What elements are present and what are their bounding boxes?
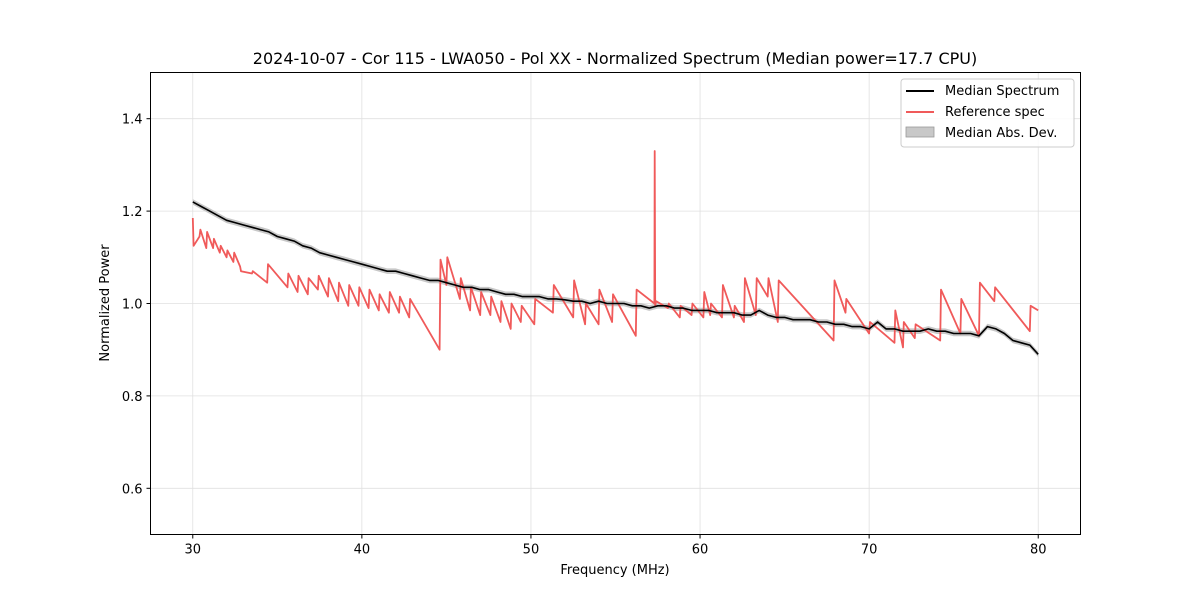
x-tick-label: 50 bbox=[523, 543, 540, 558]
x-tick-label: 70 bbox=[861, 543, 878, 558]
x-axis-label: Frequency (MHz) bbox=[560, 563, 669, 578]
x-tick-label: 40 bbox=[354, 543, 371, 558]
y-tick-label: 1.0 bbox=[122, 298, 143, 313]
median-spectrum-line bbox=[192, 201, 1039, 355]
legend-mad-label: Median Abs. Dev. bbox=[945, 126, 1057, 141]
x-tick-label: 30 bbox=[184, 543, 201, 558]
y-tick-label: 1.4 bbox=[122, 113, 143, 128]
x-tick-label: 80 bbox=[1030, 543, 1047, 558]
chart-title: 2024-10-07 - Cor 115 - LWA050 - Pol XX -… bbox=[253, 49, 977, 68]
y-tick-label: 0.6 bbox=[122, 482, 143, 497]
y-tick-label: 1.2 bbox=[122, 205, 143, 220]
legend-box bbox=[900, 78, 1075, 148]
reference-spec-line bbox=[191, 150, 1039, 351]
y-axis-label: Normalized Power bbox=[98, 244, 113, 362]
legend-reference-label: Reference spec bbox=[945, 105, 1045, 120]
legend: Median Spectrum Reference spec Median Ab… bbox=[900, 78, 1075, 148]
x-tick-label: 60 bbox=[692, 543, 709, 558]
legend-mad-swatch bbox=[905, 126, 935, 138]
legend-median-label: Median Spectrum bbox=[945, 84, 1059, 99]
x-axis-ticks: 30 40 50 60 70 80 bbox=[184, 534, 1047, 558]
y-tick-label: 0.8 bbox=[122, 390, 143, 405]
y-axis-ticks: 0.6 0.8 1.0 1.2 1.4 bbox=[122, 113, 151, 497]
series-layer bbox=[191, 150, 1039, 355]
